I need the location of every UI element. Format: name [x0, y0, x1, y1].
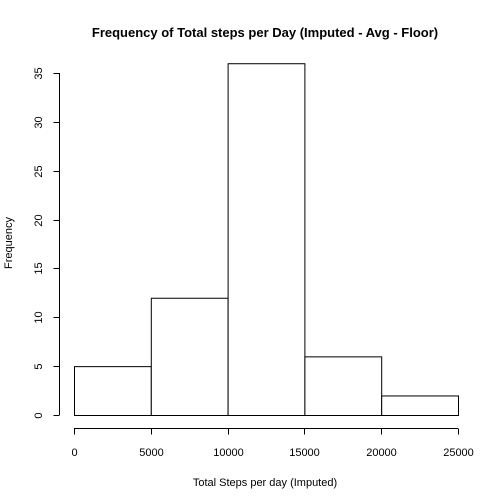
x-axis-label: Total Steps per day (Imputed): [193, 477, 337, 489]
x-tick-label-1: 5000: [139, 447, 163, 459]
y-tick-label-4: 20: [33, 214, 45, 226]
y-tick-label-2: 10: [33, 311, 45, 323]
y-tick-label-0: 0: [33, 412, 45, 418]
x-tick-label-5: 25000: [443, 447, 474, 459]
x-tick-label-3: 15000: [289, 447, 320, 459]
y-tick-label-7: 35: [33, 67, 45, 79]
bars-group: [74, 63, 460, 417]
histogram-bar-2: [227, 63, 306, 416]
histogram-bar-4: [381, 395, 460, 417]
histogram-bar-0: [74, 366, 152, 416]
histogram-bar-3: [304, 356, 383, 416]
x-tick-label-2: 10000: [213, 447, 244, 459]
x-tick-label-4: 20000: [366, 447, 397, 459]
y-tick-label-6: 30: [33, 116, 45, 128]
y-axis-label: Frequency: [3, 217, 15, 269]
y-tick-label-5: 25: [33, 165, 45, 177]
chart-title: Frequency of Total steps per Day (Impute…: [92, 25, 438, 40]
x-tick-label-0: 0: [71, 447, 77, 459]
y-axis: 0 5 10 15 20 25 30 35: [33, 67, 60, 419]
y-tick-label-3: 15: [33, 262, 45, 274]
y-tick-label-1: 5: [33, 363, 45, 369]
histogram-bar-1: [150, 297, 229, 416]
x-axis: 0 5000 10000 15000 20000 25000: [71, 428, 474, 459]
